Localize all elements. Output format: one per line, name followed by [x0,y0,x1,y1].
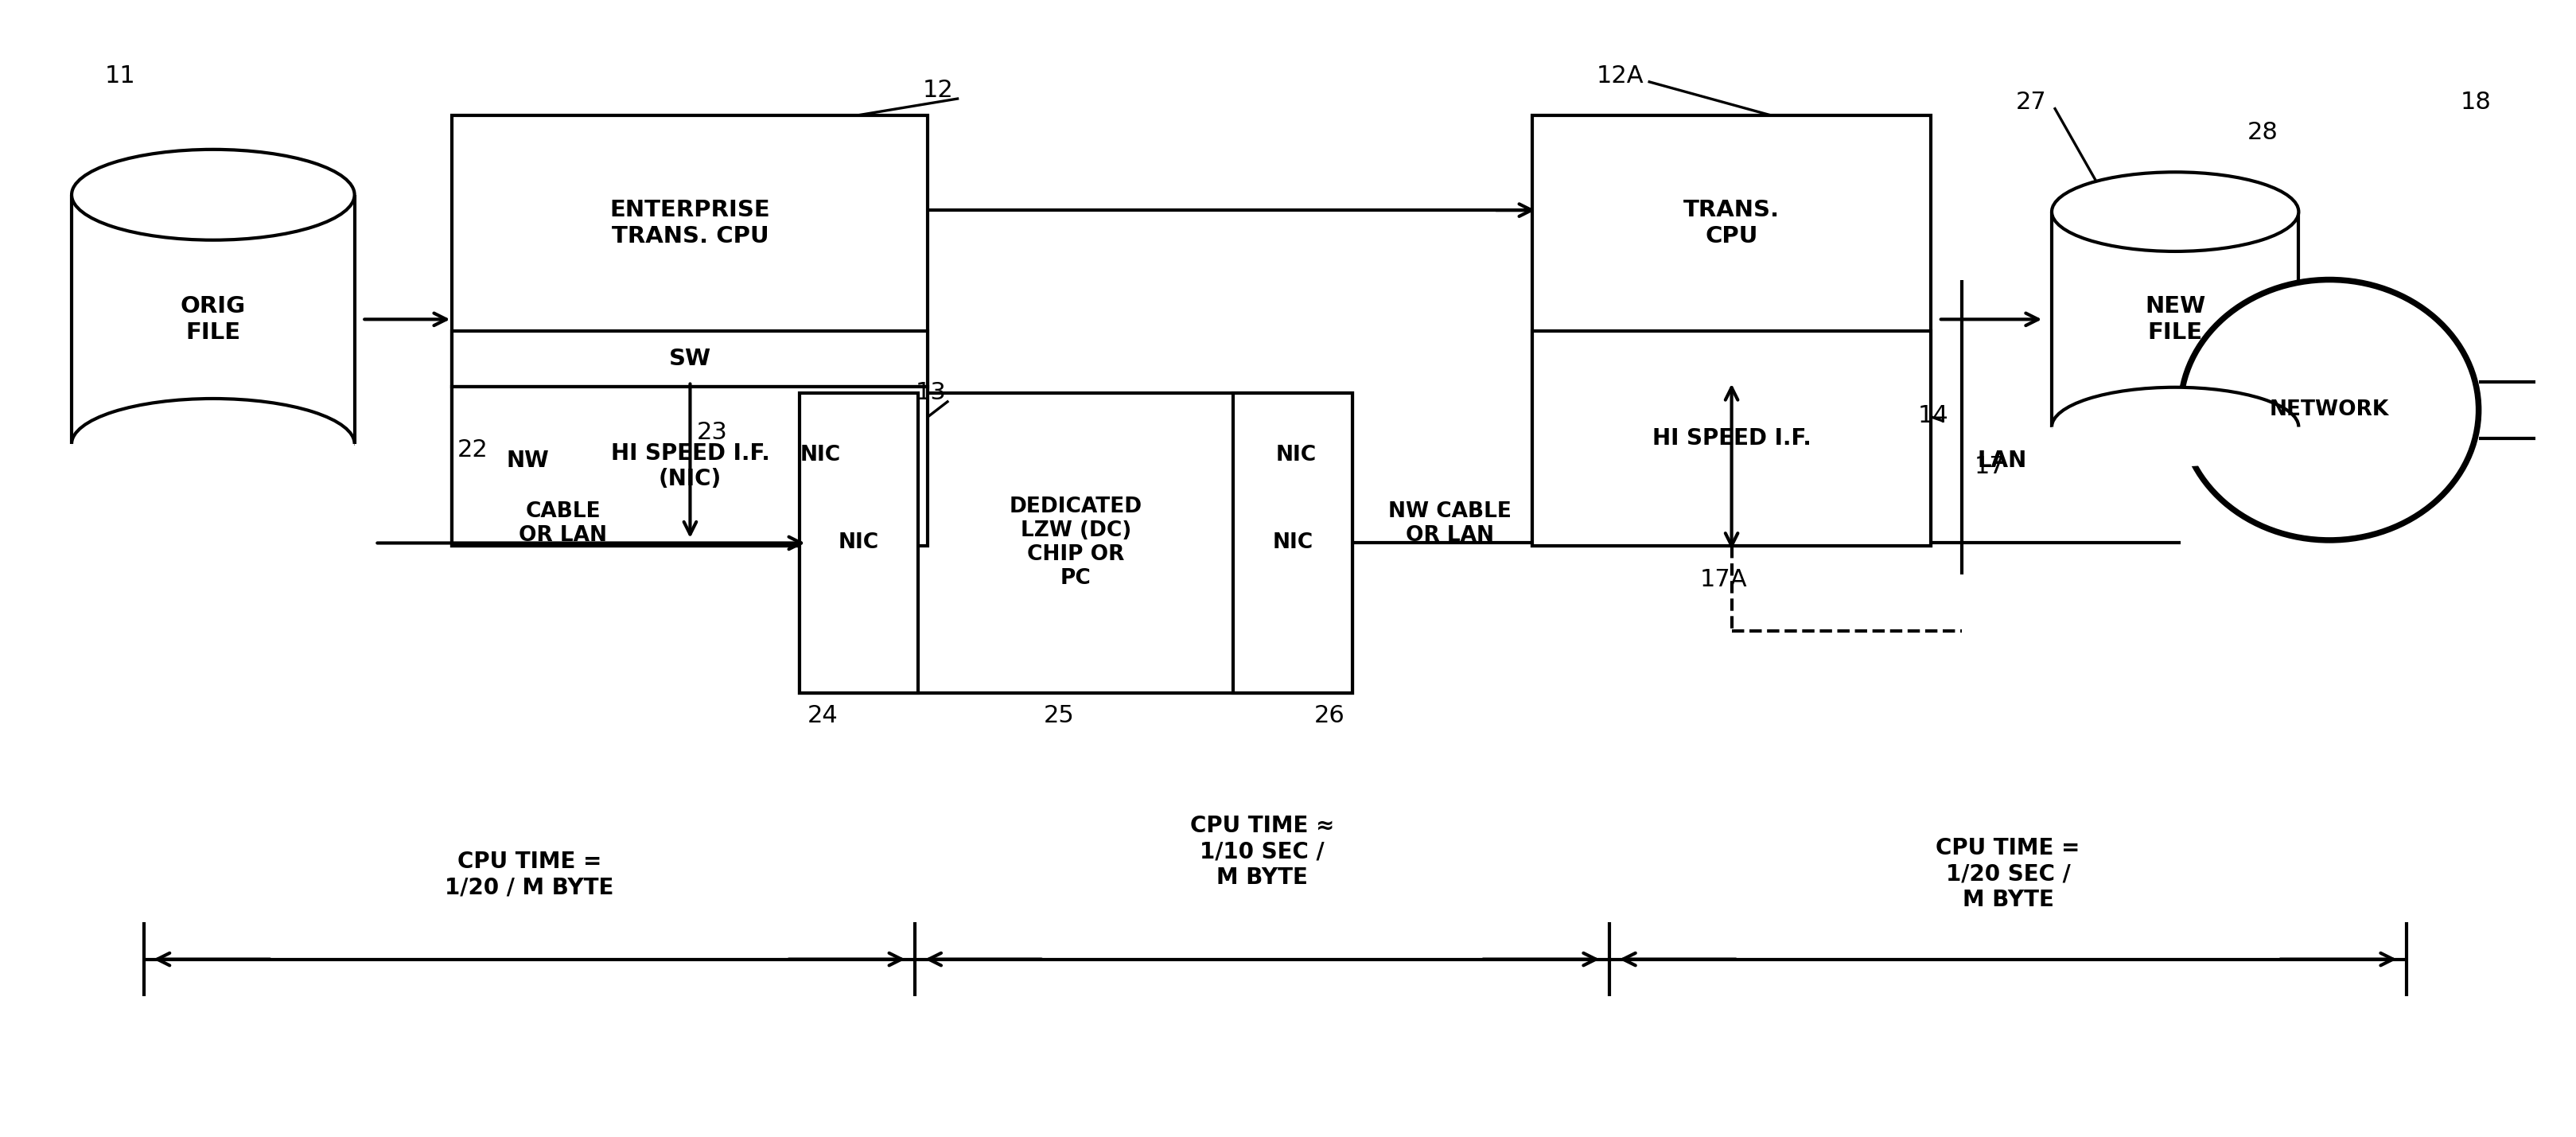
Text: 27: 27 [2017,90,2045,114]
Text: NW: NW [507,450,549,472]
Text: CABLE
OR LAN: CABLE OR LAN [518,501,608,546]
Text: NW CABLE
OR LAN: NW CABLE OR LAN [1388,501,1512,546]
Text: 12: 12 [922,78,953,102]
Text: 14: 14 [1919,404,1950,428]
Bar [799,393,917,694]
Text: NIC: NIC [799,445,840,465]
Text: ENTERPRISE
TRANS. CPU: ENTERPRISE TRANS. CPU [611,199,770,247]
Text: 24: 24 [806,704,837,728]
Text: CPU TIME =
1/20 / M BYTE: CPU TIME = 1/20 / M BYTE [446,850,613,898]
Bar [1533,331,1932,546]
Text: NETWORK: NETWORK [2269,399,2391,421]
Text: 12A: 12A [1597,65,1643,88]
Text: NIC: NIC [840,532,878,554]
Text: DEDICATED
LZW (DC)
CHIP OR
PC: DEDICATED LZW (DC) CHIP OR PC [1010,497,1141,589]
Bar [1533,116,1932,546]
Text: HI SPEED I.F.
(NIC): HI SPEED I.F. (NIC) [611,442,770,490]
Text: 17A: 17A [1700,568,1747,591]
Text: 23: 23 [696,421,726,445]
Ellipse shape [72,399,355,489]
Text: CPU TIME ≈
1/10 SEC /
M BYTE: CPU TIME ≈ 1/10 SEC / M BYTE [1190,815,1334,888]
Text: 17: 17 [1976,455,2007,478]
Text: HI SPEED I.F.: HI SPEED I.F. [1651,428,1811,449]
Text: NEW
FILE: NEW FILE [2146,296,2205,343]
Bar [453,331,927,387]
Text: 25: 25 [1043,704,1074,728]
Text: 13: 13 [914,381,945,405]
Text: NIC: NIC [1275,445,1316,465]
Text: 22: 22 [459,438,489,462]
Text: 28: 28 [2246,121,2277,144]
Text: 18: 18 [2460,90,2491,114]
Ellipse shape [2050,388,2298,466]
Ellipse shape [2050,172,2298,251]
Bar [799,393,1352,694]
Ellipse shape [2179,280,2478,540]
Text: ORIG
FILE: ORIG FILE [180,296,245,343]
Text: 11: 11 [106,65,137,88]
Text: TRANS.
CPU: TRANS. CPU [1685,199,1780,247]
Text: 26: 26 [1314,704,1345,728]
Bar [1234,393,1352,694]
Text: CPU TIME =
1/20 SEC /
M BYTE: CPU TIME = 1/20 SEC / M BYTE [1937,837,2081,911]
Text: NIC: NIC [1273,532,1314,554]
Bar [453,116,927,546]
Text: SW: SW [670,348,711,370]
Ellipse shape [72,149,355,240]
Text: LAN: LAN [1978,450,2027,472]
Bar [453,387,927,546]
